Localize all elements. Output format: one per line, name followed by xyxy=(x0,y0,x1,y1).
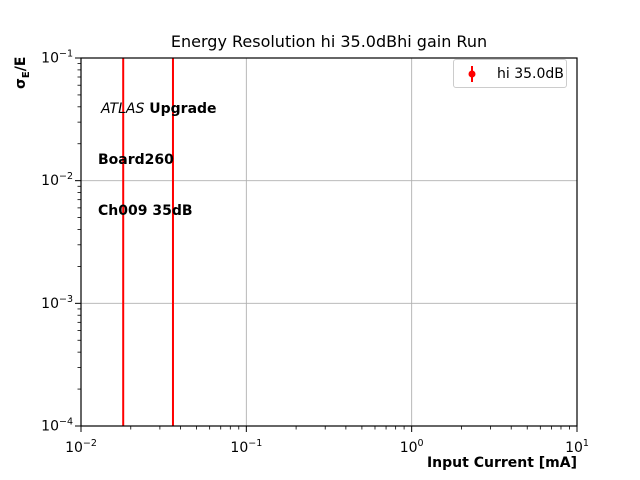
chart-title: Energy Resolution hi 35.0dBhi gain Run xyxy=(170,32,488,51)
y-tick-label: 10−3 xyxy=(41,294,73,312)
x-tick-label: 100 xyxy=(400,438,424,456)
gridlines xyxy=(81,58,577,426)
series-errorbars xyxy=(122,58,174,426)
annotation-block: ATLAS Upgrade Board260 Ch009 35dB xyxy=(98,67,217,254)
annotation-line-3: Ch009 35dB xyxy=(98,203,193,219)
ylabel-sigma: σ xyxy=(13,78,29,89)
y-tick-label: 10−4 xyxy=(41,417,73,435)
legend-box: hi 35.0dB xyxy=(453,59,567,88)
axis-ticks xyxy=(75,57,578,432)
x-tick-label: 101 xyxy=(565,438,589,456)
tick-labels: 10−2 10−1 100 101 10−4 10−3 10−2 10−1 xyxy=(41,49,589,457)
ylabel-subscript: E xyxy=(20,71,32,79)
legend-marker-dot xyxy=(468,70,476,77)
ylabel-suffix: /E xyxy=(13,56,29,72)
annotation-upgrade: Upgrade xyxy=(144,101,217,117)
x-axis-label: Input Current [mA] xyxy=(426,455,577,471)
annotation-atlas: ATLAS xyxy=(101,101,145,117)
x-tick-label: 10−1 xyxy=(230,438,262,456)
x-tick-label: 10−2 xyxy=(65,438,97,456)
legend-label: hi 35.0dB xyxy=(497,65,564,82)
annotation-line-1: ATLAS Upgrade xyxy=(98,101,217,118)
annotation-line-2: Board260 xyxy=(98,152,174,168)
legend-errorbar-icon xyxy=(468,65,476,82)
y-tick-label: 10−1 xyxy=(41,49,73,67)
y-axis-label: σE/E xyxy=(13,57,32,89)
y-tick-label: 10−2 xyxy=(41,171,73,189)
plot-border xyxy=(80,57,578,427)
